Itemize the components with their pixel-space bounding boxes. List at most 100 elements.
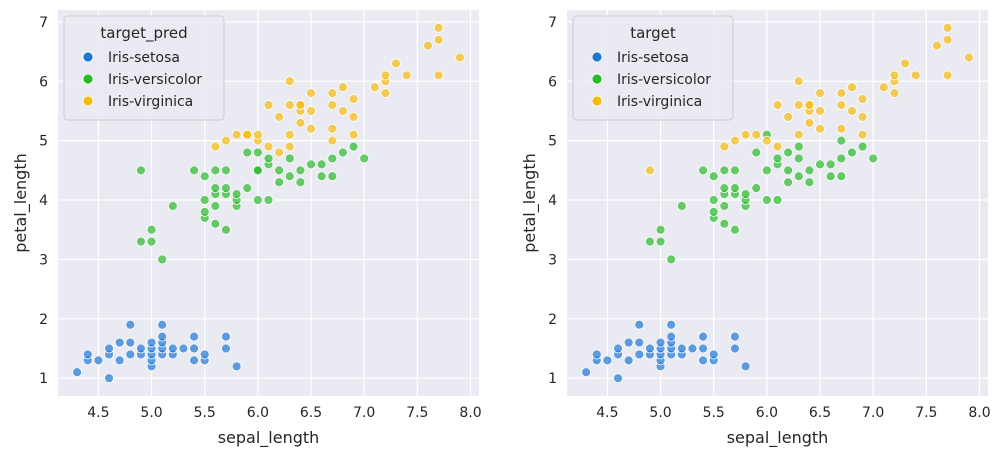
data-point-iris-setosa: [72, 367, 83, 378]
data-point-iris-virginica: [306, 123, 316, 134]
data-point-iris-virginica: [284, 76, 295, 87]
data-point-iris-virginica: [391, 58, 401, 69]
data-point-iris-versicolor: [316, 159, 327, 170]
data-point-iris-versicolor: [698, 165, 708, 176]
data-point-iris-setosa: [645, 343, 655, 354]
data-point-iris-setosa: [730, 331, 740, 342]
data-point-iris-versicolor: [284, 153, 295, 164]
data-point-iris-virginica: [242, 129, 253, 140]
data-point-iris-setosa: [602, 355, 613, 366]
data-point-iris-virginica: [942, 34, 953, 45]
data-point-iris-versicolor: [252, 195, 263, 205]
data-point-iris-versicolor: [804, 165, 815, 176]
data-point-iris-setosa: [730, 343, 740, 354]
data-point-iris-versicolor: [199, 207, 210, 217]
data-point-iris-virginica: [645, 165, 655, 176]
data-point-iris-versicolor: [263, 195, 274, 205]
data-point-iris-virginica: [889, 70, 900, 81]
data-point-iris-virginica: [348, 111, 359, 122]
data-point-iris-setosa: [157, 319, 168, 330]
data-point-iris-versicolor: [167, 201, 178, 211]
data-point-iris-setosa: [199, 349, 210, 360]
data-point-iris-virginica: [772, 100, 783, 110]
data-point-iris-virginica: [836, 88, 847, 99]
data-point-iris-versicolor: [847, 147, 857, 158]
legend-marker: [82, 73, 94, 85]
data-point-iris-virginica: [348, 129, 359, 140]
data-point-iris-versicolor: [719, 218, 730, 229]
data-point-iris-setosa: [157, 331, 168, 342]
data-point-iris-virginica: [284, 100, 295, 110]
data-point-iris-virginica: [730, 135, 740, 146]
data-point-iris-virginica: [740, 129, 751, 140]
y-tick-label: 5: [548, 134, 557, 150]
data-point-iris-virginica: [878, 82, 889, 93]
data-point-iris-virginica: [793, 129, 804, 140]
data-point-iris-versicolor: [751, 183, 762, 194]
legend-title: target_pred: [100, 24, 187, 43]
data-point-iris-versicolor: [761, 165, 772, 176]
legend-marker: [591, 51, 603, 63]
data-point-iris-virginica: [263, 100, 274, 110]
data-point-iris-versicolor: [348, 141, 359, 152]
data-point-iris-versicolor: [263, 153, 274, 164]
x-tick-label: 6.5: [300, 405, 322, 421]
data-point-iris-setosa: [698, 355, 708, 366]
data-point-iris-virginica: [380, 70, 391, 81]
data-point-iris-setosa: [125, 349, 136, 360]
data-point-iris-versicolor: [772, 195, 783, 205]
legend-entry: Iris-setosa: [617, 50, 689, 66]
data-point-iris-versicolor: [221, 183, 231, 194]
data-point-iris-virginica: [847, 82, 857, 93]
y-axis-label: petal_length: [11, 153, 31, 253]
data-point-iris-virginica: [793, 76, 804, 87]
y-tick-label: 1: [39, 371, 48, 387]
y-tick-label: 6: [39, 74, 48, 90]
data-point-iris-versicolor: [740, 189, 751, 199]
data-point-iris-virginica: [836, 100, 847, 110]
data-point-iris-versicolor: [338, 147, 348, 158]
data-point-iris-versicolor: [316, 171, 327, 182]
data-point-iris-setosa: [591, 349, 602, 360]
data-point-iris-setosa: [125, 337, 136, 348]
data-point-iris-virginica: [284, 141, 295, 152]
data-point-iris-virginica: [274, 147, 285, 158]
data-point-iris-setosa: [231, 361, 242, 372]
data-point-iris-versicolor: [793, 153, 804, 164]
data-point-iris-versicolor: [868, 153, 879, 164]
data-point-iris-versicolor: [836, 135, 847, 146]
data-point-iris-versicolor: [199, 195, 210, 205]
legend: target Iris-setosa Iris-versicolor Iris-vir…: [572, 15, 734, 121]
data-point-iris-versicolor: [804, 177, 815, 188]
data-point-iris-versicolor: [783, 165, 794, 176]
data-point-iris-virginica: [857, 111, 868, 122]
data-point-iris-versicolor: [136, 165, 146, 176]
data-point-iris-virginica: [836, 123, 847, 134]
data-point-iris-versicolor: [825, 159, 836, 170]
data-point-iris-setosa: [613, 343, 623, 354]
data-point-iris-versicolor: [327, 153, 338, 164]
legend-marker: [82, 51, 94, 63]
data-point-iris-virginica: [783, 111, 794, 122]
data-point-iris-virginica: [338, 106, 348, 116]
x-tick-label: 6.5: [809, 405, 831, 421]
data-point-iris-virginica: [433, 22, 444, 33]
legend-title: target: [630, 24, 676, 42]
legend-marker: [82, 95, 94, 107]
data-point-iris-versicolor: [793, 171, 804, 182]
y-tick-label: 4: [548, 193, 557, 209]
x-tick-label: 7.0: [353, 405, 375, 421]
y-tick-label: 2: [548, 312, 557, 328]
data-point-iris-versicolor: [761, 195, 772, 205]
data-point-iris-versicolor: [327, 171, 338, 182]
data-point-iris-versicolor: [359, 153, 370, 164]
data-point-iris-versicolor: [221, 165, 231, 176]
data-point-iris-versicolor: [836, 153, 847, 164]
data-point-iris-virginica: [751, 129, 762, 140]
data-point-iris-virginica: [454, 52, 465, 63]
y-tick-label: 3: [39, 252, 48, 268]
data-point-iris-versicolor: [708, 195, 719, 205]
data-point-iris-setosa: [581, 367, 592, 378]
data-point-iris-versicolor: [719, 165, 730, 176]
data-point-iris-virginica: [306, 106, 316, 116]
